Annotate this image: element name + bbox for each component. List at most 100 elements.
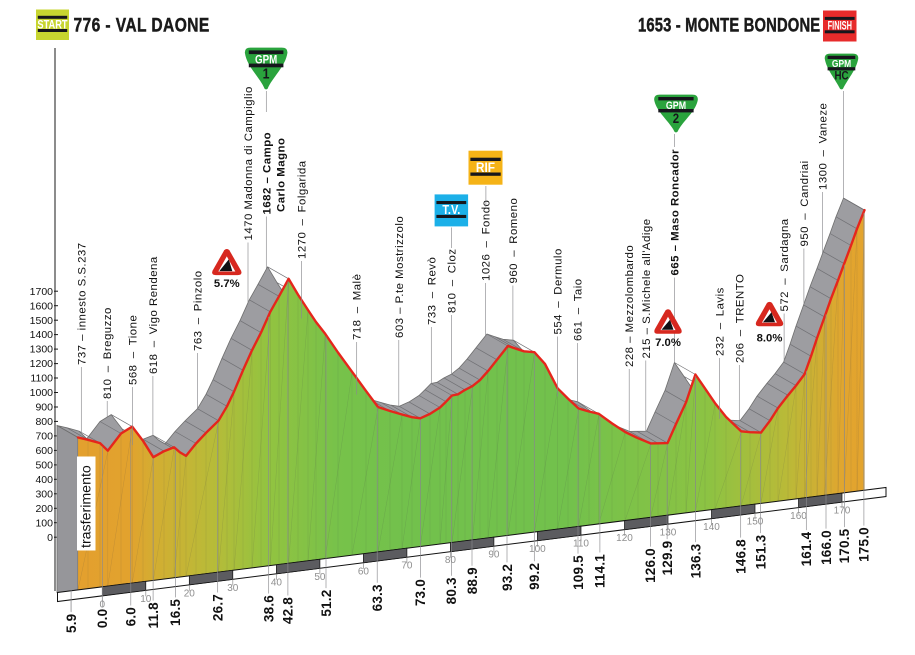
svg-text:215 – S.Michele all'Adige: 215 – S.Michele all'Adige <box>641 218 653 358</box>
svg-text:950 – Candriai: 950 – Candriai <box>799 160 811 246</box>
svg-text:109.5: 109.5 <box>571 555 586 590</box>
svg-text:70: 70 <box>401 561 413 572</box>
svg-text:63.3: 63.3 <box>370 584 385 611</box>
svg-text:T.V.: T.V. <box>442 203 460 217</box>
svg-text:603 – P.te Mostrizzolo: 603 – P.te Mostrizzolo <box>394 216 406 338</box>
svg-text:665 – Maso Roncador: 665 – Maso Roncador <box>670 149 682 276</box>
svg-text:80.3: 80.3 <box>444 577 459 604</box>
svg-text:60: 60 <box>358 566 370 577</box>
svg-text:140: 140 <box>703 522 720 533</box>
svg-text:HC: HC <box>834 70 848 83</box>
svg-text:16.5: 16.5 <box>168 599 183 626</box>
svg-text:42.8: 42.8 <box>281 597 296 624</box>
svg-text:100: 100 <box>35 517 53 529</box>
svg-text:206 – TRENTO: 206 – TRENTO <box>734 274 746 363</box>
svg-text:99.2: 99.2 <box>527 563 542 590</box>
svg-text:700: 700 <box>35 431 53 443</box>
svg-text:161.4: 161.4 <box>799 531 814 566</box>
svg-text:136.3: 136.3 <box>688 543 703 578</box>
svg-text:661 – Taio: 661 – Taio <box>573 278 585 341</box>
svg-text:0: 0 <box>47 532 53 544</box>
svg-text:572 – Sardagna: 572 – Sardagna <box>779 218 791 311</box>
svg-text:100: 100 <box>529 544 546 555</box>
svg-text:1100: 1100 <box>30 373 53 385</box>
svg-text:232 – Lavis: 232 – Lavis <box>715 287 727 356</box>
svg-text:170: 170 <box>834 506 851 517</box>
svg-text:146.8: 146.8 <box>734 539 749 574</box>
svg-text:618 – Vigo Rendena: 618 – Vigo Rendena <box>148 256 160 374</box>
svg-text:5.9: 5.9 <box>64 614 79 633</box>
svg-text:GPM: GPM <box>255 54 277 67</box>
svg-text:1: 1 <box>263 66 270 82</box>
svg-text:1400: 1400 <box>30 329 54 341</box>
svg-text:93.2: 93.2 <box>500 564 515 591</box>
svg-text:718 – Malè: 718 – Malè <box>352 274 364 340</box>
svg-text:810 – Breguzzo: 810 – Breguzzo <box>102 307 114 399</box>
svg-text:129.9: 129.9 <box>660 541 675 576</box>
svg-text:1700: 1700 <box>30 286 54 298</box>
svg-text:6.0: 6.0 <box>124 607 139 626</box>
svg-text:START: START <box>37 18 68 32</box>
svg-text:300: 300 <box>35 488 53 500</box>
svg-text:30: 30 <box>227 583 239 594</box>
svg-text:170.5: 170.5 <box>837 528 852 563</box>
svg-text:GPM: GPM <box>832 57 851 69</box>
svg-text:130: 130 <box>660 528 677 539</box>
svg-text:1300 – Vaneze: 1300 – Vaneze <box>818 103 830 190</box>
svg-text:1270 – Folgarida: 1270 – Folgarida <box>297 160 309 259</box>
svg-text:600: 600 <box>35 445 53 457</box>
svg-text:8.0%: 8.0% <box>757 333 783 345</box>
svg-text:40: 40 <box>271 577 283 588</box>
svg-text:150: 150 <box>747 517 764 528</box>
svg-text:568 – Tione: 568 – Tione <box>127 315 139 385</box>
svg-text:20: 20 <box>184 588 196 599</box>
svg-text:120: 120 <box>616 533 633 544</box>
svg-text:1470 Madonna di Campiglio: 1470 Madonna di Campiglio <box>243 86 255 240</box>
svg-text:trasferimento: trasferimento <box>78 465 94 548</box>
svg-text:500: 500 <box>35 460 53 472</box>
svg-text:FINISH: FINISH <box>828 20 852 33</box>
svg-text:80: 80 <box>445 555 457 566</box>
svg-text:1500: 1500 <box>30 315 54 327</box>
svg-text:554 – Dermulo: 554 – Dermulo <box>553 248 565 334</box>
svg-text:10: 10 <box>140 594 152 605</box>
svg-text:126.0: 126.0 <box>643 548 658 583</box>
svg-text:2: 2 <box>673 111 679 126</box>
svg-text:1682 – Campo: 1682 – Campo <box>261 132 273 215</box>
svg-text:1000: 1000 <box>30 387 54 399</box>
svg-text:51.2: 51.2 <box>319 590 334 617</box>
svg-text:1300: 1300 <box>30 344 54 356</box>
svg-text:73.0: 73.0 <box>413 579 428 606</box>
svg-text:166.0: 166.0 <box>819 530 834 565</box>
svg-text:26.7: 26.7 <box>211 594 226 621</box>
svg-text:50: 50 <box>314 572 326 583</box>
svg-text:763 – Pinzolo: 763 – Pinzolo <box>192 270 204 351</box>
svg-text:5.7%: 5.7% <box>214 278 240 290</box>
svg-text:200: 200 <box>35 503 53 515</box>
svg-text:400: 400 <box>35 474 53 486</box>
svg-text:38.6: 38.6 <box>262 595 277 622</box>
svg-text:733 – Revò: 733 – Revò <box>426 257 438 325</box>
svg-text:1026 – Fondo: 1026 – Fondo <box>481 200 493 281</box>
svg-text:7.0%: 7.0% <box>655 337 681 349</box>
svg-text:RIF: RIF <box>476 159 495 175</box>
svg-text:1200: 1200 <box>30 358 54 370</box>
svg-text:737 – innesto S.S.237: 737 – innesto S.S.237 <box>76 242 88 365</box>
svg-text:900: 900 <box>35 402 53 414</box>
svg-text:175.0: 175.0 <box>857 527 872 562</box>
svg-text:151.3: 151.3 <box>753 534 768 569</box>
svg-text:800: 800 <box>35 416 53 428</box>
svg-text:GPM: GPM <box>666 100 686 112</box>
svg-text:1600: 1600 <box>30 300 54 312</box>
svg-text:88.9: 88.9 <box>465 567 480 594</box>
svg-text:11.8: 11.8 <box>146 602 161 629</box>
svg-text:1653 - MONTE BONDONE: 1653 - MONTE BONDONE <box>638 13 820 36</box>
svg-text:228 – Mezzolombardo: 228 – Mezzolombardo <box>624 245 636 367</box>
svg-text:776 - VAL DAONE: 776 - VAL DAONE <box>74 14 210 36</box>
svg-text:114.1: 114.1 <box>593 554 608 588</box>
svg-text:Carlo Magno: Carlo Magno <box>275 138 287 212</box>
svg-text:810 – Cloz: 810 – Cloz <box>447 248 459 313</box>
svg-text:0.0: 0.0 <box>95 609 110 628</box>
svg-text:960 – Romeno: 960 – Romeno <box>508 198 520 284</box>
svg-text:110: 110 <box>573 539 589 550</box>
